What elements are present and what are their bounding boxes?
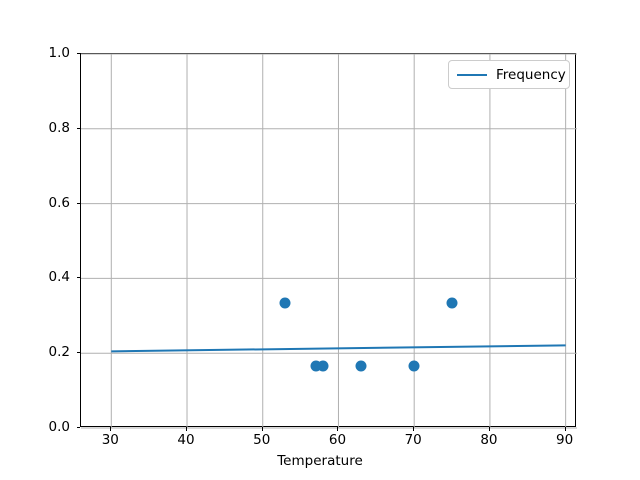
x-tick-label: 80 [480,432,498,448]
y-tick-mark [76,427,80,428]
y-tick-label: 0.2 [48,344,70,361]
scatter-point [317,360,329,372]
x-tick-label: 60 [328,432,347,448]
scatter-point [446,297,458,309]
scatter-point [310,360,322,372]
y-tick-mark [76,202,80,204]
x-tick-mark [110,427,112,431]
chart-legend: Frequency [448,60,570,89]
scatter-point [355,360,367,372]
scatter-point [279,297,291,309]
gridlines-group [81,53,577,429]
frequency-trend-line [111,344,566,353]
y-tick-mark [76,53,80,54]
scatter-point [408,360,420,372]
x-tick-mark [488,427,490,431]
y-tick-mark [76,127,80,129]
x-tick-label: 70 [404,432,422,448]
y-tick-label: 0.0 [48,419,70,435]
x-tick-mark [261,427,263,431]
x-tick-label: 50 [253,432,271,448]
x-tick-mark [186,427,187,431]
x-axis-label: Temperature [277,453,363,469]
y-tick-label: 0.6 [48,194,70,211]
legend-line-swatch [457,73,487,76]
y-tick-label: 1.0 [48,45,70,61]
plot-area [80,53,577,429]
x-tick-label: 90 [556,432,574,448]
x-tick-mark [564,427,566,431]
x-tick-mark [337,427,339,431]
legend-entry-frequency: Frequency [496,66,566,83]
y-tick-mark [76,352,80,354]
y-tick-label: 0.4 [48,269,70,286]
y-tick-label: 0.8 [48,119,70,136]
x-tick-label: 40 [177,432,195,448]
y-tick-mark [76,277,80,279]
x-tick-label: 30 [101,432,119,448]
trend-line-svg [81,53,577,429]
x-tick-mark [413,427,415,431]
